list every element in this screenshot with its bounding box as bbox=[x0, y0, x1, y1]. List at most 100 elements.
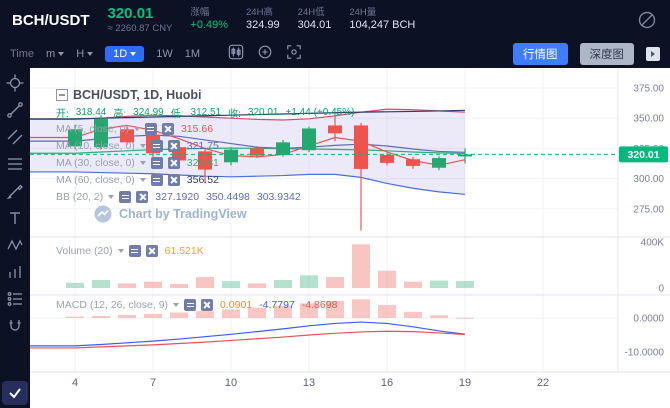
interval-h[interactable]: H bbox=[76, 48, 94, 60]
macd-histogram-bar bbox=[378, 305, 396, 318]
indicators-icon[interactable] bbox=[257, 44, 273, 65]
volume-bar bbox=[170, 283, 188, 288]
chevron-down-icon[interactable] bbox=[139, 178, 146, 182]
chart-title: BCH/USDT, 1D, Huobi bbox=[73, 88, 202, 102]
indicator-close-icon[interactable] bbox=[201, 299, 214, 311]
chevron-down-icon[interactable] bbox=[173, 303, 180, 307]
candle bbox=[458, 154, 472, 157]
confirm-button[interactable] bbox=[2, 381, 28, 405]
candle bbox=[224, 149, 238, 163]
pattern-icon[interactable] bbox=[6, 236, 24, 254]
close-label: 收: bbox=[228, 108, 241, 120]
interval-1d-label: 1D bbox=[113, 48, 128, 60]
indicator-close-icon[interactable] bbox=[161, 123, 174, 135]
crosshair-icon[interactable] bbox=[6, 74, 24, 92]
indicator-settings-icon[interactable] bbox=[119, 191, 132, 203]
indicator-close-icon[interactable] bbox=[145, 245, 158, 257]
ma30-value: 320.81 bbox=[186, 157, 219, 169]
candle bbox=[406, 159, 420, 166]
macd-histogram-bar bbox=[170, 312, 188, 318]
screenshot-icon[interactable] bbox=[286, 44, 302, 65]
stat-volume: 24H量 104,247 BCH bbox=[349, 7, 415, 33]
indicator-settings-icon[interactable] bbox=[150, 140, 163, 152]
chart-style-icon[interactable] bbox=[228, 44, 244, 65]
volume-bar bbox=[144, 281, 162, 288]
macd-histogram-bar bbox=[326, 301, 344, 318]
chevron-down-icon[interactable] bbox=[139, 144, 146, 148]
candle bbox=[328, 125, 342, 134]
volume-indicator-label: Volume (20) bbox=[56, 245, 113, 257]
volume-bar bbox=[274, 279, 292, 288]
macd-line-value: -4.7797 bbox=[259, 299, 295, 311]
indicator-close-icon[interactable] bbox=[167, 174, 180, 186]
collapse-legend-icon[interactable] bbox=[56, 89, 68, 101]
change-label: 涨幅 bbox=[190, 7, 210, 19]
last-price: 320.01 bbox=[107, 4, 154, 22]
interval-1w[interactable]: 1W bbox=[156, 48, 173, 60]
text-tool-icon[interactable] bbox=[6, 209, 24, 227]
volume-bar bbox=[196, 277, 214, 288]
indicator-settings-icon[interactable] bbox=[150, 157, 163, 169]
market-chart-button[interactable]: 行情图 bbox=[513, 43, 568, 65]
price-axis-label: 300.00 bbox=[633, 174, 664, 185]
volume-bar bbox=[326, 277, 344, 288]
ma5-value: 315.66 bbox=[180, 123, 214, 135]
indicator-settings-icon[interactable] bbox=[144, 123, 157, 135]
chart-area: 375.00350.00325.00300.00275.00400K00.000… bbox=[30, 68, 670, 408]
fib-retracement-icon[interactable] bbox=[6, 155, 24, 173]
high-label: 24H高 bbox=[246, 7, 273, 19]
candle bbox=[276, 142, 290, 156]
open-value: 318.44 bbox=[75, 106, 107, 118]
brush-icon[interactable] bbox=[6, 182, 24, 200]
current-price-tag bbox=[619, 146, 668, 163]
interval-1d[interactable]: 1D bbox=[105, 46, 145, 62]
candle bbox=[250, 148, 264, 156]
chevron-down-icon[interactable] bbox=[139, 161, 146, 165]
stat-high: 24H高 324.99 bbox=[246, 7, 280, 33]
trendline-icon[interactable] bbox=[6, 101, 24, 119]
volume-axis-label: 0 bbox=[658, 284, 664, 295]
volume-axis-label: 400K bbox=[641, 238, 665, 249]
time-axis-label: 10 bbox=[225, 377, 237, 389]
toolbar: Time m H 1D 1W 1M bbox=[0, 40, 670, 68]
drawing-toolbar bbox=[0, 68, 30, 408]
indicator-close-icon[interactable] bbox=[167, 140, 180, 152]
chevron-down-icon[interactable] bbox=[117, 249, 124, 253]
chevron-down-icon[interactable] bbox=[108, 195, 115, 199]
indicator-close-icon[interactable] bbox=[167, 157, 180, 169]
depth-chart-button[interactable]: 深度图 bbox=[579, 43, 634, 65]
interval-m[interactable]: m bbox=[46, 48, 65, 60]
eye-toggle-icon[interactable] bbox=[636, 9, 658, 31]
time-axis-label: 13 bbox=[303, 377, 315, 389]
indicator-close-icon[interactable] bbox=[136, 191, 149, 203]
change-value: +0.49% bbox=[190, 19, 229, 32]
volume-bar bbox=[404, 281, 422, 288]
macd-histogram-bar bbox=[222, 309, 240, 318]
bb-upper-line bbox=[30, 108, 466, 121]
channel-icon[interactable] bbox=[6, 128, 24, 146]
tradingview-logo-icon bbox=[94, 205, 112, 223]
time-axis-label: 4 bbox=[72, 377, 78, 389]
macd-signal-value: -4.8698 bbox=[301, 299, 338, 311]
candle bbox=[198, 151, 212, 170]
panel-toggle-icon[interactable] bbox=[646, 47, 660, 61]
interval-1m[interactable]: 1M bbox=[185, 48, 200, 60]
stat-change: 涨幅 +0.49% bbox=[190, 7, 228, 33]
macd-histogram-bar bbox=[144, 313, 162, 318]
candle bbox=[94, 118, 108, 148]
forecast-icon[interactable] bbox=[6, 263, 24, 281]
open-label: 开: bbox=[56, 108, 69, 120]
watermark-text: Chart by TradingView bbox=[119, 207, 247, 221]
measure-icon[interactable] bbox=[6, 290, 24, 308]
time-axis-label: 19 bbox=[459, 377, 471, 389]
bb-upper-value: 350.4498 bbox=[206, 191, 250, 203]
indicator-settings-icon[interactable] bbox=[184, 299, 197, 311]
macd-line bbox=[30, 321, 466, 347]
indicator-settings-icon[interactable] bbox=[150, 174, 163, 186]
macd-pane-legend: MACD (12, 26, close, 9) 0.0901 -4.7797 -… bbox=[56, 298, 337, 315]
macd-histogram-bar bbox=[456, 317, 474, 319]
magnet-icon[interactable] bbox=[6, 317, 24, 335]
candlestick-chart[interactable]: 375.00350.00325.00300.00275.00400K00.000… bbox=[30, 68, 670, 408]
chevron-down-icon[interactable] bbox=[133, 127, 140, 131]
indicator-settings-icon[interactable] bbox=[128, 245, 141, 257]
